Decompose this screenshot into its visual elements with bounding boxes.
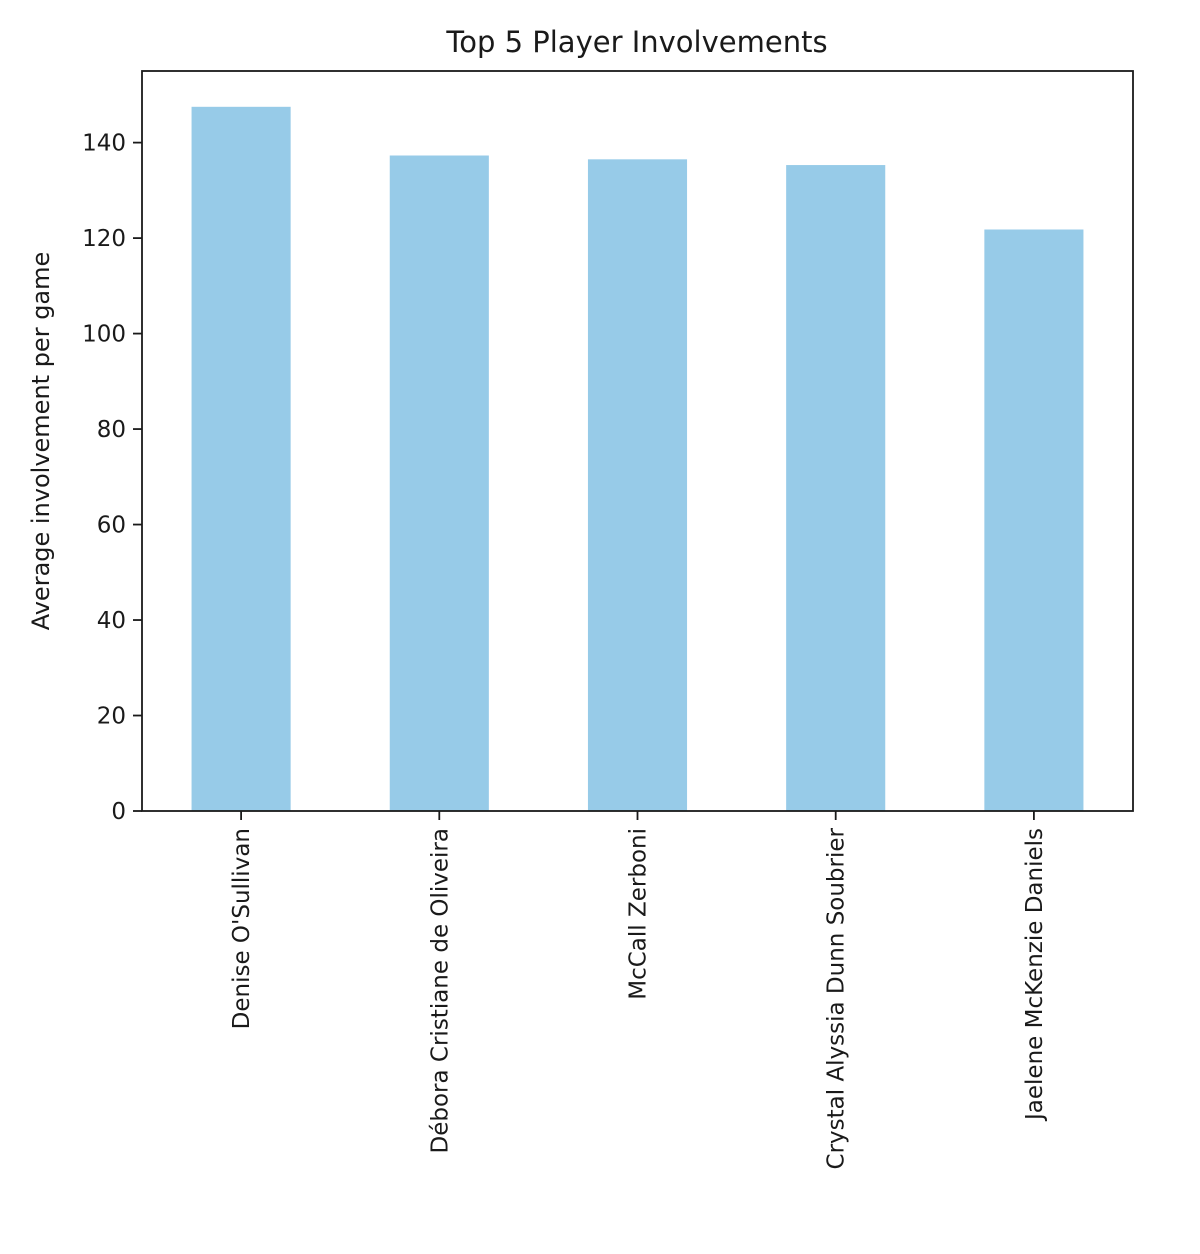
y-tick-label: 80	[97, 417, 126, 443]
x-tick-label: Débora Cristiane de Oliveira	[427, 828, 453, 1153]
y-tick-label: 100	[82, 322, 126, 348]
y-axis-label: Average involvement per game	[27, 252, 55, 631]
bar	[984, 229, 1084, 811]
bar	[191, 106, 291, 811]
y-tick-label: 20	[97, 704, 126, 730]
x-ticks-layer: Denise O'Sullivan Débora Cristiane de Oli…	[229, 811, 1048, 1169]
y-ticks-layer: 0 20 40 60 80 100 120 140	[82, 131, 142, 825]
x-tick-label: McCall Zerboni	[626, 828, 652, 1000]
chart-title: Top 5 Player Involvements	[445, 25, 827, 59]
bar	[587, 159, 688, 811]
y-tick-label: 120	[82, 226, 126, 252]
y-tick-label: 140	[82, 131, 126, 157]
y-tick-label: 60	[97, 513, 126, 539]
bar	[786, 165, 886, 812]
bars-layer	[191, 106, 1084, 812]
x-tick-label: Crystal Alyssia Dunn Soubrier	[824, 827, 850, 1169]
x-tick-label: Denise O'Sullivan	[229, 828, 255, 1029]
x-tick-label: Jaelene McKenzie Daniels	[1022, 828, 1048, 1122]
y-tick-label: 0	[111, 799, 126, 825]
plot-frame	[141, 70, 1134, 812]
bar	[389, 155, 489, 811]
y-tick-label: 40	[97, 608, 126, 634]
